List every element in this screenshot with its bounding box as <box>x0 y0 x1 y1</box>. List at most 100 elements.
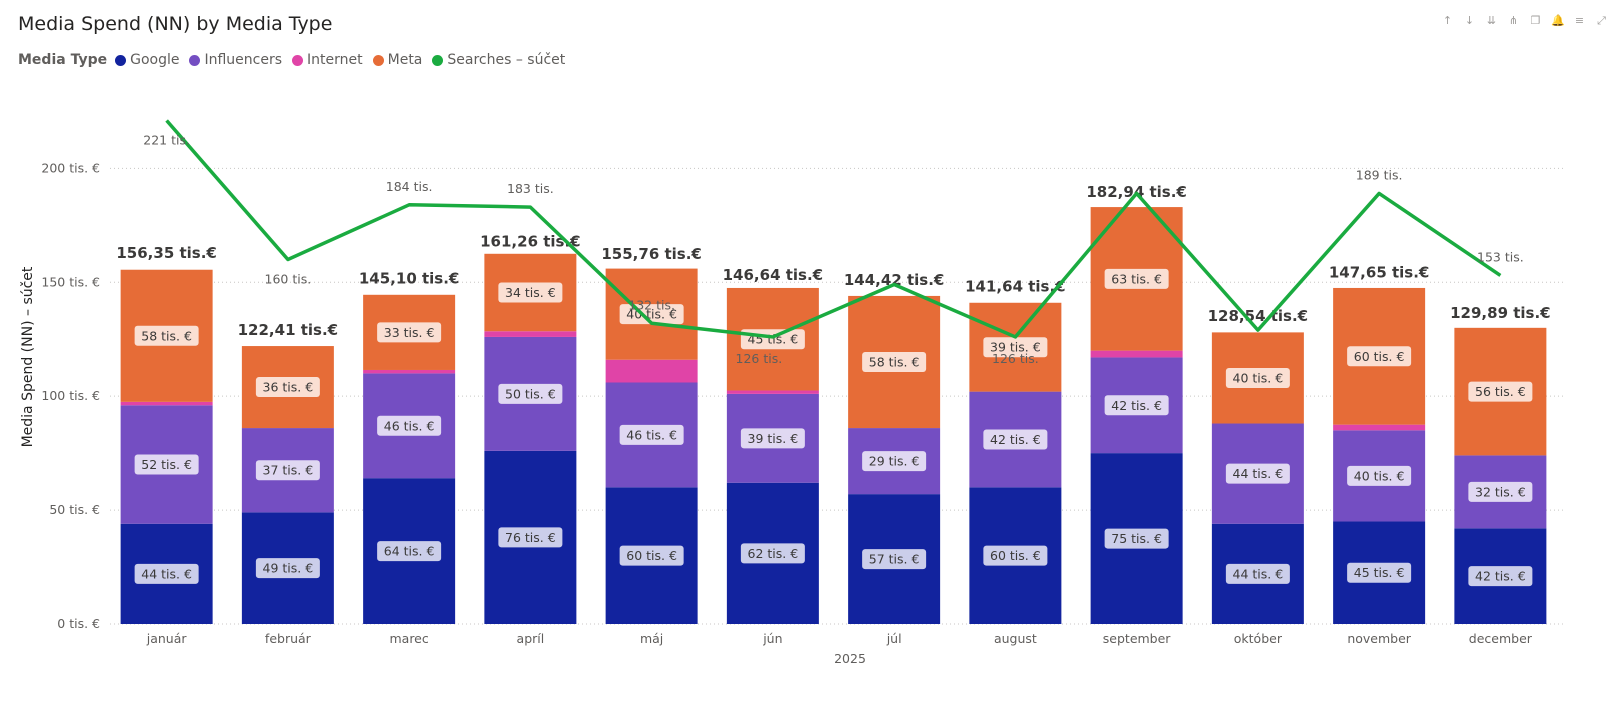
legend-title: Media Type <box>18 52 108 68</box>
data-label-bg <box>862 352 927 372</box>
legend-label-meta: Meta <box>387 52 423 68</box>
total-label: 144,42 tis.€ <box>844 271 944 289</box>
data-label: 60 tis. € <box>626 548 677 563</box>
bar-segment-internet <box>605 359 698 383</box>
x-tick-label: december <box>1469 631 1533 646</box>
data-label: 33 tis. € <box>384 325 435 340</box>
data-label-bg <box>619 424 684 445</box>
data-label-bg <box>862 451 927 472</box>
pin-icon[interactable]: 🔔 <box>1551 14 1565 27</box>
y-tick-label: 0 tis. € <box>57 616 100 631</box>
data-label: 76 tis. € <box>505 530 556 545</box>
data-label: 49 tis. € <box>263 561 314 576</box>
y-tick-label: 50 tis. € <box>49 502 100 517</box>
data-label-bg <box>1347 562 1412 583</box>
y-tick-label: 100 tis. € <box>41 388 100 403</box>
legend-item-searches[interactable]: Searches – súčet <box>432 52 565 68</box>
data-label-bg <box>1225 463 1290 484</box>
legend-label-google: Google <box>130 52 180 68</box>
legend-dot-meta <box>372 54 384 66</box>
expand-hierarchy-icon[interactable]: ⋔ <box>1508 14 1519 27</box>
data-label-bg <box>377 322 442 343</box>
legend-item-google[interactable]: Google <box>115 52 179 68</box>
data-label-bg <box>1104 268 1169 289</box>
legend-item-internet[interactable]: Internet <box>292 52 363 68</box>
legend: Media Type Google Influencers Internet M… <box>18 52 575 68</box>
legend-label-influencers: Influencers <box>204 52 283 68</box>
data-label: 39 tis. € <box>990 340 1041 355</box>
copy-icon[interactable]: ❐ <box>1530 14 1541 27</box>
x-tick-label: máj <box>640 631 663 646</box>
data-label-bg <box>862 549 927 570</box>
y-tick-label: 200 tis. € <box>41 160 100 175</box>
data-label-bg <box>983 337 1048 358</box>
arrow-down-icon[interactable]: ↓ <box>1464 14 1475 27</box>
data-label: 57 tis. € <box>869 552 920 567</box>
focus-mode-icon[interactable]: ⤢ <box>1597 14 1606 27</box>
x-axis-title: 2025 <box>834 651 866 666</box>
x-tick-label: február <box>265 631 312 646</box>
data-label-bg <box>377 541 442 562</box>
data-label: 56 tis. € <box>1475 384 1526 399</box>
line-data-label: 221 tis. <box>143 133 190 148</box>
data-label: 42 tis. € <box>1111 398 1162 413</box>
data-label: 42 tis. € <box>1475 569 1526 584</box>
legend-item-meta[interactable]: Meta <box>372 52 423 68</box>
bar-segment-internet <box>120 401 213 406</box>
visual-header-toolbar: ↑ ↓ ⇊ ⋔ ❐ 🔔 ≡ ⤢ <box>1441 14 1608 27</box>
total-label: 145,10 tis.€ <box>359 269 459 287</box>
data-label: 50 tis. € <box>505 386 556 401</box>
arrow-up-icon[interactable]: ↑ <box>1442 14 1453 27</box>
data-label-bg <box>498 527 563 548</box>
legend-label-searches: Searches – súčet <box>447 52 566 68</box>
total-label: 156,35 tis.€ <box>116 244 216 262</box>
data-label: 37 tis. € <box>263 463 314 478</box>
data-label-bg <box>1468 481 1533 502</box>
line-data-label: 189 tis. <box>1356 167 1403 182</box>
data-label-bg <box>740 543 805 564</box>
total-label: 146,64 tis.€ <box>723 266 823 284</box>
total-label: 155,76 tis.€ <box>601 245 701 263</box>
total-label: 141,64 tis.€ <box>965 277 1065 295</box>
filter-icon[interactable]: ≡ <box>1574 14 1585 27</box>
data-label: 45 tis. € <box>1354 565 1405 580</box>
data-label-bg <box>619 545 684 566</box>
x-tick-label: január <box>146 631 188 646</box>
legend-dot-searches <box>432 54 444 66</box>
data-label: 58 tis. € <box>869 355 920 370</box>
bar-segment-internet <box>363 369 456 374</box>
data-label: 44 tis. € <box>141 566 192 581</box>
data-label: 39 tis. € <box>748 431 799 446</box>
data-label: 40 tis. € <box>1354 468 1405 483</box>
x-tick-label: marec <box>389 631 428 646</box>
data-label: 63 tis. € <box>1111 271 1162 286</box>
double-arrow-down-icon[interactable]: ⇊ <box>1486 14 1497 27</box>
x-tick-label: jún <box>762 631 782 646</box>
x-tick-label: november <box>1347 631 1411 646</box>
data-label: 62 tis. € <box>748 546 799 561</box>
data-label-bg <box>983 545 1048 566</box>
data-label: 46 tis. € <box>626 427 677 442</box>
legend-dot-google <box>115 54 127 66</box>
bar-segment-internet <box>484 331 577 337</box>
total-label: 129,89 tis.€ <box>1450 304 1550 322</box>
line-data-label: 184 tis. <box>386 179 433 194</box>
bar-segment-internet <box>1333 424 1426 431</box>
legend-item-influencers[interactable]: Influencers <box>189 52 282 68</box>
data-label-bg <box>1468 381 1533 402</box>
data-label-bg <box>134 563 199 584</box>
data-label-bg <box>134 325 199 346</box>
data-label: 46 tis. € <box>384 418 435 433</box>
total-label: 128,54 tis.€ <box>1208 307 1308 325</box>
total-label: 122,41 tis.€ <box>238 321 338 339</box>
data-label-bg <box>255 460 320 481</box>
data-label: 42 tis. € <box>990 432 1041 447</box>
x-tick-label: október <box>1234 631 1283 646</box>
line-data-label: 126 tis. <box>992 351 1039 366</box>
data-label-bg <box>1347 346 1412 367</box>
data-label: 36 tis. € <box>263 380 314 395</box>
data-label-bg <box>1104 528 1169 549</box>
chart-title: Media Spend (NN) by Media Type <box>18 13 333 35</box>
total-label: 147,65 tis.€ <box>1329 264 1429 282</box>
